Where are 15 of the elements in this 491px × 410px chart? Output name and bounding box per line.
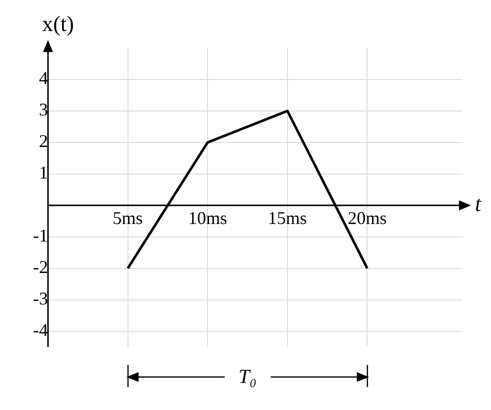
y-tick-label: 4 <box>39 68 48 88</box>
x-axis-title: t <box>475 191 482 216</box>
x-tick-label: 15ms <box>268 208 307 228</box>
text: T₀ <box>238 366 257 388</box>
y-tick-label: -4 <box>33 320 48 340</box>
y-tick-label: -1 <box>33 226 48 246</box>
y-tick-label: 3 <box>39 100 48 120</box>
y-tick-label: 2 <box>39 131 48 152</box>
y-tick-label: 1 <box>39 162 48 183</box>
x-tick-label: 20ms <box>348 208 387 228</box>
y-axis-title: x(t) <box>42 10 74 36</box>
y-tick-label: -2 <box>33 257 48 278</box>
x-tick-label: 10ms <box>188 208 228 228</box>
y-tick-label: -3 <box>33 288 48 309</box>
x-tick-label: 5ms <box>112 208 143 228</box>
